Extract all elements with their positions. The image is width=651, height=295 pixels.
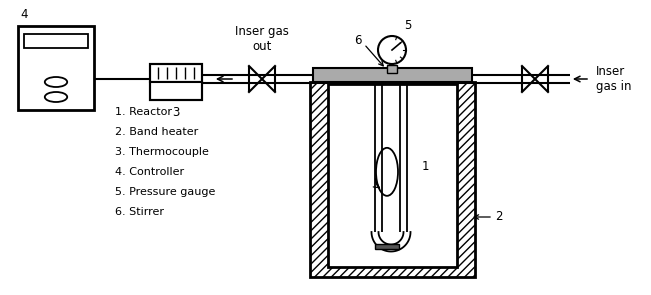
Text: 6. Stirrer: 6. Stirrer [115,207,164,217]
Bar [387,65,397,73]
Bar [150,64,202,100]
Text: 2: 2 [495,211,503,224]
Bar [328,84,457,267]
Text: 5: 5 [404,19,411,32]
Bar [375,244,399,249]
Text: 1. Reactor: 1. Reactor [115,107,172,117]
Text: 6: 6 [354,34,362,47]
Bar [24,34,88,48]
Bar [313,68,472,82]
Text: Inser
gas in: Inser gas in [596,65,631,93]
Text: 4: 4 [20,8,27,21]
Bar [150,64,202,82]
Bar [150,82,202,100]
Bar [18,26,94,110]
Text: 5. Pressure gauge: 5. Pressure gauge [115,187,215,197]
Text: 2. Band heater: 2. Band heater [115,127,199,137]
Text: 3. Thermocouple: 3. Thermocouple [115,147,209,157]
Text: 3: 3 [173,106,180,119]
Circle shape [378,36,406,64]
Bar [310,82,475,277]
Text: 1: 1 [422,160,430,173]
Text: 4. Controller: 4. Controller [115,167,184,177]
Text: Inser gas
out: Inser gas out [235,25,289,53]
